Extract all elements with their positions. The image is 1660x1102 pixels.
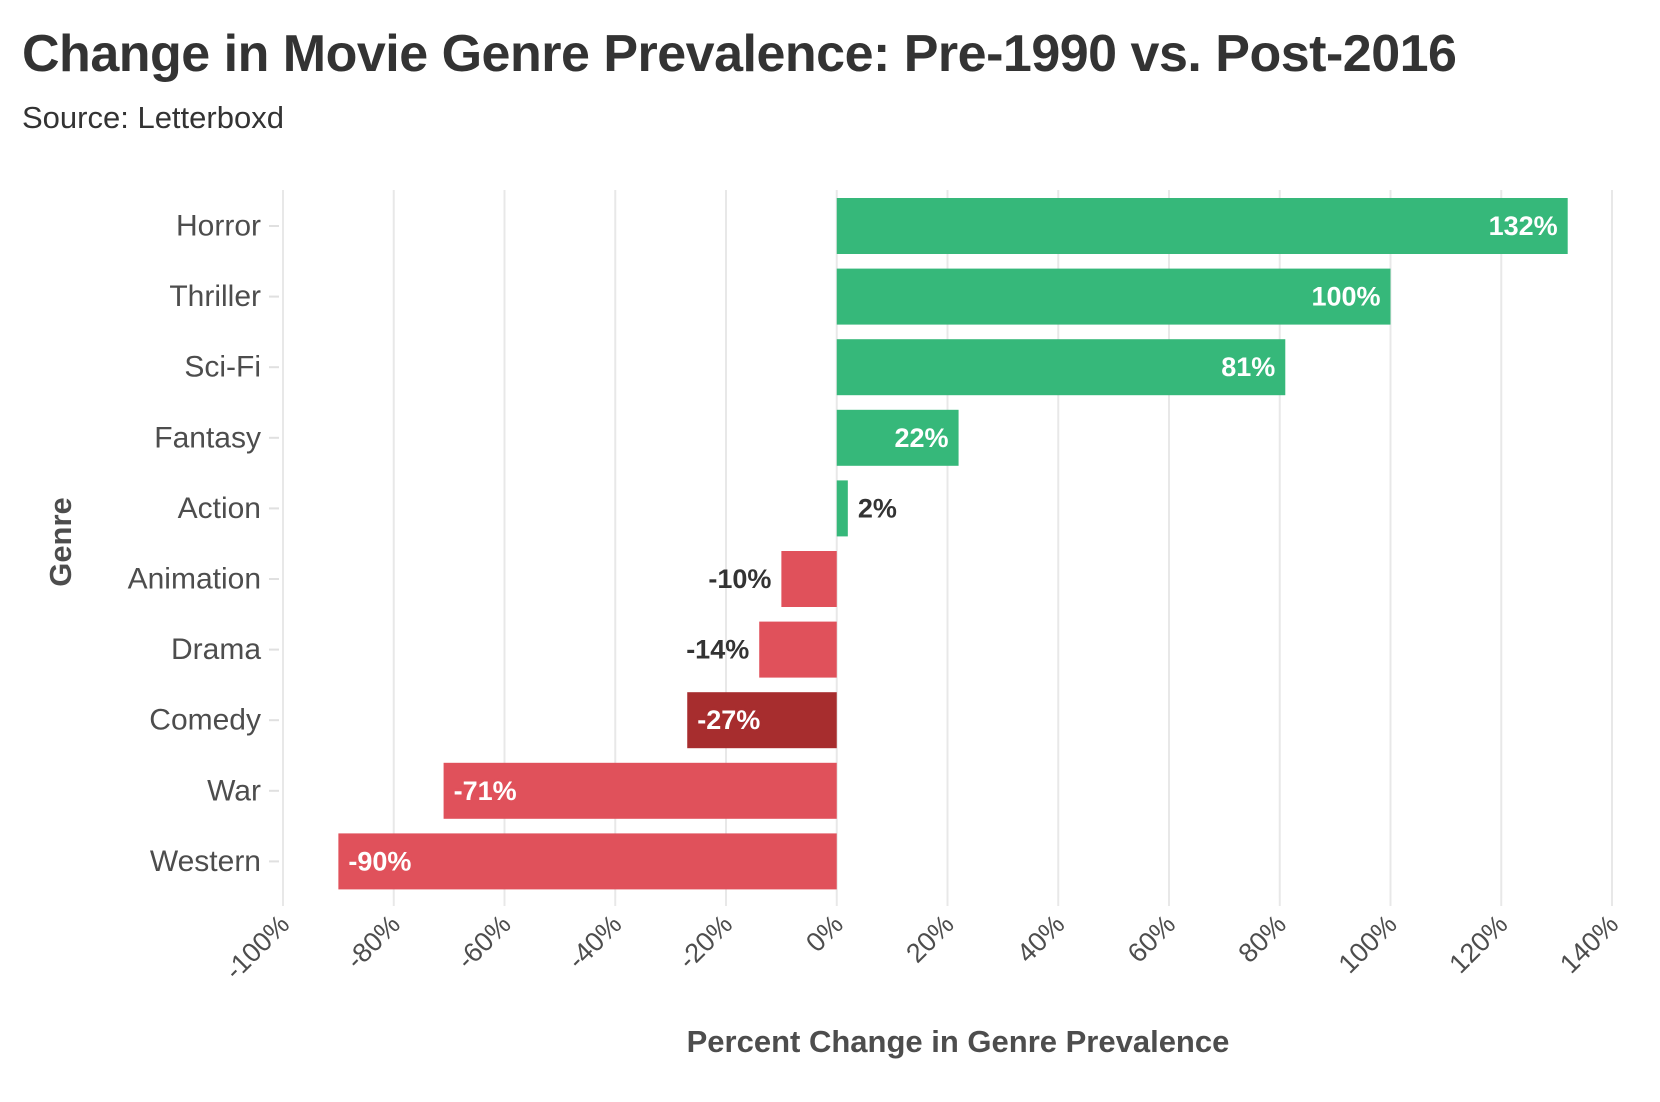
category-label: Animation xyxy=(128,563,261,596)
x-tick-label: 40% xyxy=(1011,909,1070,968)
category-label: Western xyxy=(150,845,261,878)
category-label: Comedy xyxy=(149,704,261,737)
data-label: 22% xyxy=(895,423,949,453)
x-tick-label: -60% xyxy=(451,909,517,975)
data-label: 132% xyxy=(1489,211,1558,241)
x-tick-label: 20% xyxy=(900,909,959,968)
bar xyxy=(836,198,1568,254)
category-label: Action xyxy=(178,492,261,525)
data-label: 81% xyxy=(1221,352,1275,382)
bar xyxy=(687,692,837,749)
data-label: -10% xyxy=(708,564,771,594)
bar xyxy=(759,621,837,678)
x-tick-label: 120% xyxy=(1443,909,1513,979)
x-tick-label: 80% xyxy=(1233,909,1292,968)
data-label: 2% xyxy=(858,493,897,523)
data-label: 100% xyxy=(1311,282,1380,312)
data-label: -27% xyxy=(697,705,760,735)
x-tick-label: -80% xyxy=(340,909,406,975)
x-tick-label: 0% xyxy=(800,909,849,958)
category-label: Sci-Fi xyxy=(184,351,261,384)
data-labels: 132% 100% 81% 22% 2% -10% -14% -27% -71% -90% xyxy=(346,209,1560,879)
category-labels: Horror Thriller Sci-Fi Fantasy Action Animati… xyxy=(128,210,262,878)
bar xyxy=(781,551,837,607)
x-tick-label: 140% xyxy=(1554,909,1624,979)
x-tick-label: -40% xyxy=(562,909,628,975)
data-label: -71% xyxy=(454,776,517,806)
bar xyxy=(836,480,848,537)
bar xyxy=(443,762,837,819)
chart-title: Change in Movie Genre Prevalence: Pre-19… xyxy=(22,25,1457,83)
bar xyxy=(836,268,1391,325)
x-tick-label: -20% xyxy=(672,909,738,975)
x-tick-label: 100% xyxy=(1333,909,1403,979)
x-tick-label: -100% xyxy=(219,909,295,985)
x-tick-label: 60% xyxy=(1122,909,1181,968)
bar xyxy=(836,339,1286,396)
bar xyxy=(338,833,837,890)
bars xyxy=(338,198,1568,890)
data-label: -90% xyxy=(348,846,411,876)
x-axis-title: Percent Change in Genre Prevalence xyxy=(687,1024,1230,1059)
chart-subtitle: Source: Letterboxd xyxy=(22,100,284,135)
category-label: Thriller xyxy=(169,280,261,313)
data-label: -14% xyxy=(686,635,749,665)
x-tick-labels: -100% -80% -60% -40% -20% 0% 20% 40% 60% 80% 100% 1… xyxy=(219,909,1624,985)
category-label: Horror xyxy=(176,210,261,243)
category-label: Drama xyxy=(171,633,261,666)
y-axis-title: Genre xyxy=(43,497,78,587)
bar xyxy=(836,409,959,466)
category-label: War xyxy=(207,774,261,807)
category-label: Fantasy xyxy=(154,421,261,454)
